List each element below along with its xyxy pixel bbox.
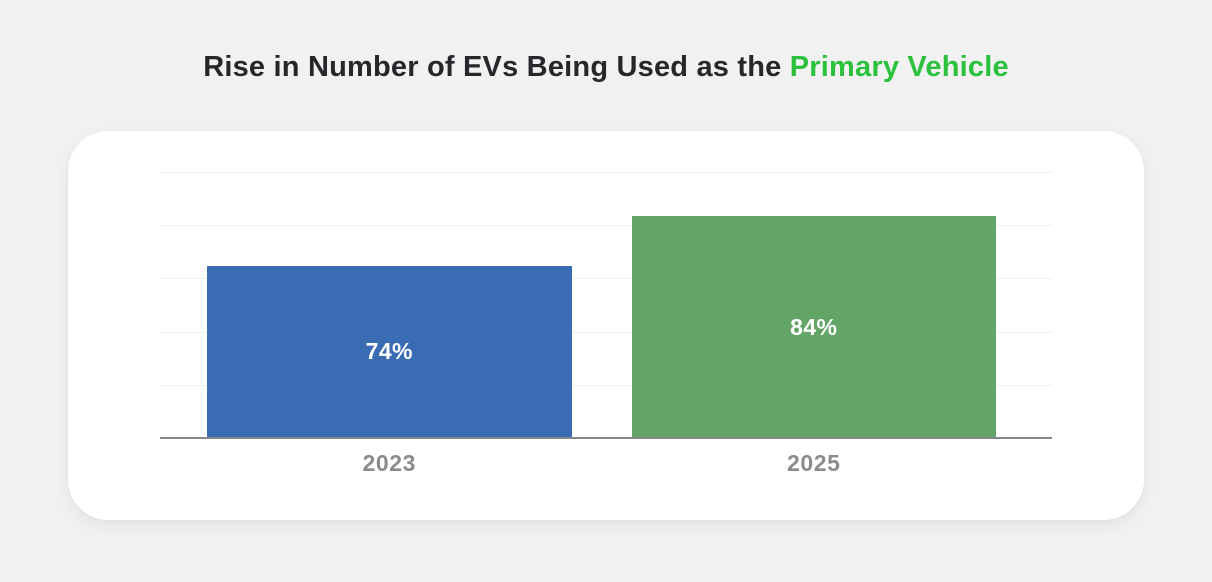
- x-axis-line: [160, 437, 1052, 439]
- title-accent: Primary Vehicle: [789, 51, 1009, 83]
- bars-container: 74% 84%: [160, 172, 1052, 438]
- gridline: [160, 331, 1052, 333]
- gridline: [160, 278, 1052, 280]
- bar-value-label: 84%: [790, 313, 838, 340]
- gridline: [160, 384, 1052, 386]
- x-axis-label-2025: 2025: [786, 450, 841, 476]
- chart-title: Rise in Number of EVs Being Used as the …: [0, 49, 1212, 86]
- bar-2023: 74%: [207, 265, 572, 438]
- bar-2025: 84%: [631, 216, 996, 438]
- bar-value-label: 74%: [365, 338, 413, 365]
- plot-area: 74% 84%: [160, 172, 1052, 439]
- gridline: [160, 172, 1052, 173]
- gridline: [160, 225, 1052, 227]
- chart-card: 74% 84% 2023 2025: [68, 131, 1144, 520]
- x-axis-labels: 2023 2025: [160, 450, 1052, 477]
- title-main: Rise in Number of EVs Being Used as the: [203, 51, 782, 83]
- x-axis-label-2023: 2023: [362, 450, 417, 476]
